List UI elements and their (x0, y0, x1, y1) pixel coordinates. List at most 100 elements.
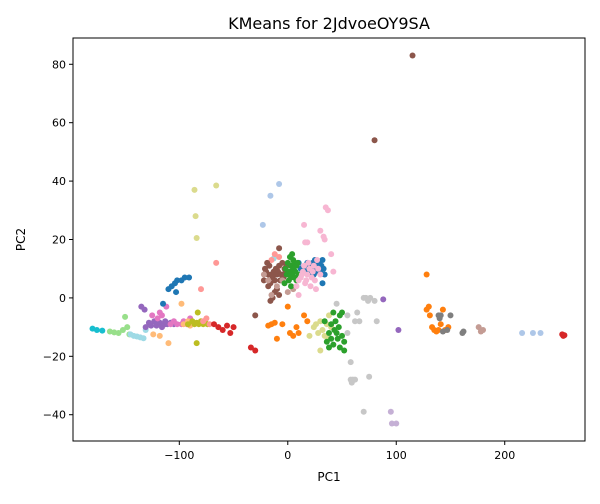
data-point (224, 322, 231, 329)
data-point (156, 332, 163, 339)
data-point (211, 321, 218, 328)
x-axis-label: PC1 (317, 470, 340, 484)
data-point (295, 291, 302, 298)
data-point (304, 239, 311, 246)
data-point (288, 283, 295, 290)
data-point (356, 318, 363, 325)
data-point (154, 315, 161, 322)
data-point (330, 341, 337, 348)
data-point (373, 318, 380, 325)
x-tick-label: 100 (386, 449, 407, 462)
data-point (273, 335, 280, 342)
data-point (158, 312, 165, 319)
data-point (99, 327, 106, 334)
data-point (321, 271, 328, 278)
data-point (315, 329, 322, 336)
data-point (437, 312, 444, 319)
data-point (352, 376, 359, 383)
data-point (148, 322, 155, 329)
data-point (334, 335, 341, 342)
data-point (444, 327, 451, 334)
data-point (304, 318, 311, 325)
data-point (276, 245, 283, 252)
data-point (271, 319, 278, 326)
data-point (395, 327, 402, 334)
data-point (312, 321, 319, 328)
data-point (335, 324, 342, 331)
data-point (267, 192, 274, 199)
data-point (561, 332, 568, 339)
data-point (115, 329, 122, 336)
data-point (290, 332, 297, 339)
axes-frame (72, 37, 586, 442)
data-point (230, 324, 237, 331)
data-point (140, 335, 147, 342)
data-point (347, 359, 354, 366)
data-point (319, 280, 326, 287)
data-point (119, 327, 126, 334)
data-point (332, 318, 339, 325)
data-point (276, 181, 283, 188)
data-point (307, 283, 314, 290)
data-point (306, 332, 313, 339)
data-point (317, 318, 324, 325)
data-point (330, 268, 337, 275)
data-point (333, 300, 340, 307)
data-point (227, 329, 234, 336)
data-point (268, 291, 275, 298)
data-point (293, 324, 300, 331)
x-tick-label: −100 (164, 449, 194, 462)
data-point (281, 280, 288, 287)
data-point (319, 256, 326, 263)
data-point (192, 213, 199, 220)
data-point (193, 235, 200, 242)
data-point (174, 321, 181, 328)
data-point (352, 318, 359, 325)
data-point (529, 329, 536, 336)
data-point (393, 420, 400, 427)
data-point (260, 271, 267, 278)
data-point (279, 321, 286, 328)
data-point (295, 277, 302, 284)
data-point (333, 329, 340, 336)
data-point (180, 321, 187, 328)
data-point (447, 312, 454, 319)
data-point (423, 271, 430, 278)
data-point (215, 324, 222, 331)
data-point (219, 327, 226, 334)
data-point (326, 344, 332, 351)
data-point (328, 251, 335, 258)
data-point (150, 331, 157, 338)
data-point (271, 277, 278, 284)
data-point (186, 274, 193, 281)
data-point (341, 347, 348, 354)
data-point (388, 420, 395, 427)
data-point (319, 327, 326, 334)
data-point (315, 265, 322, 272)
data-point (341, 338, 348, 345)
data-point (324, 207, 331, 214)
data-point (366, 373, 373, 380)
data-point (284, 303, 291, 310)
data-point (181, 274, 188, 281)
data-point (194, 309, 201, 316)
data-point (198, 286, 204, 293)
data-point (173, 289, 180, 296)
data-point (326, 329, 332, 336)
y-tick-label: 0 (59, 292, 66, 305)
data-point (289, 251, 296, 258)
data-point (273, 283, 280, 290)
data-point (303, 277, 310, 284)
data-point (203, 315, 210, 322)
data-point (184, 321, 191, 328)
data-point (311, 277, 318, 284)
data-point (295, 329, 302, 336)
y-tick-label: 40 (52, 175, 66, 188)
data-point (320, 265, 327, 272)
data-point (293, 283, 300, 290)
data-point (328, 335, 335, 342)
data-point (537, 329, 544, 336)
data-point (260, 277, 267, 284)
